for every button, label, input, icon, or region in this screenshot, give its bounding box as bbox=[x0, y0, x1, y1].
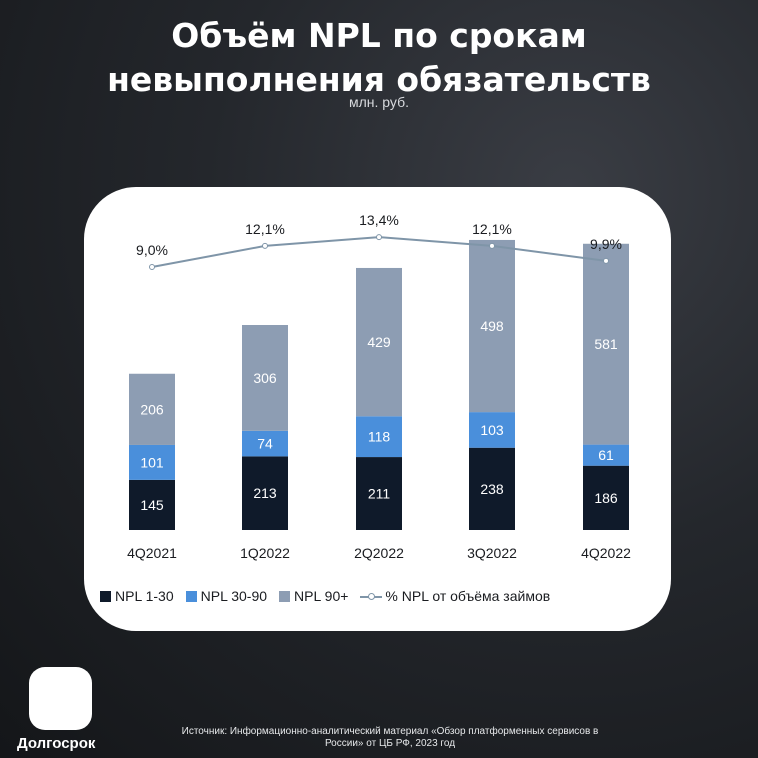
npl-share-point-4q2021 bbox=[149, 264, 155, 270]
x-tick-label-1q2022: 1Q2022 bbox=[240, 545, 290, 561]
source-line-2: России» от ЦБ РФ, 2023 год bbox=[324, 738, 456, 749]
bar-npl-90-3q2022 bbox=[469, 239, 515, 413]
x-tick-label-2q2022: 2Q2022 bbox=[354, 545, 404, 561]
npl-share-label-2q2022: 13,4% bbox=[359, 212, 399, 228]
bar-npl-1-30-1q2022 bbox=[242, 456, 288, 530]
bar-npl-30-90-4q2021 bbox=[129, 444, 175, 480]
x-tick-label-4q2022: 4Q2022 bbox=[581, 545, 631, 561]
bar-npl-1-30-4q2021 bbox=[129, 479, 175, 530]
legend-item-npl-90-plus: NPL 90+ bbox=[279, 588, 348, 604]
title-line-2: невыполнения обязательств bbox=[107, 60, 651, 99]
bar-label-npl-90-1q2022: 306 bbox=[253, 370, 277, 386]
npl-share-label-4q2021: 9,0% bbox=[136, 242, 168, 258]
title-line-1: Объём NPL по срокам bbox=[171, 16, 587, 55]
npl-share-point-4q2022 bbox=[603, 257, 609, 264]
legend-swatch-npl-30-90 bbox=[185, 590, 197, 602]
bar-npl-30-90-4q2022 bbox=[583, 444, 629, 466]
npl-share-label-1q2022: 12,1% bbox=[245, 221, 285, 237]
source-note: Источник: Информационно-аналитический ма… bbox=[150, 726, 630, 750]
bar-label-npl-1-30-4q2021: 145 bbox=[140, 497, 164, 513]
bar-label-npl-30-90-4q2021: 101 bbox=[140, 454, 164, 470]
bar-npl-90-1q2022 bbox=[242, 324, 288, 431]
legend-label-npl-1-30: NPL 1-30 bbox=[115, 588, 174, 604]
npl-share-line bbox=[151, 236, 607, 268]
legend-label-npl-90-plus: NPL 90+ bbox=[294, 588, 349, 604]
chart-title: Объём NPL по срокам невыполнения обязате… bbox=[0, 14, 758, 102]
legend-item-npl-1-30: NPL 1-30 bbox=[100, 588, 174, 604]
bar-npl-90-4q2021 bbox=[129, 373, 175, 445]
npl-share-point-2q2022 bbox=[376, 234, 382, 241]
legend-label-npl-30-90: NPL 30-90 bbox=[200, 588, 268, 604]
logo-text: Долгосрок bbox=[17, 735, 96, 752]
bar-label-npl-1-30-2q2022: 211 bbox=[368, 486, 391, 502]
bar-label-npl-30-90-4q2022: 61 bbox=[598, 447, 614, 463]
npl-share-label-4q2022: 9,9% bbox=[590, 236, 622, 252]
bar-label-npl-90-2q2022: 429 bbox=[367, 334, 391, 350]
bar-npl-90-2q2022 bbox=[356, 267, 402, 417]
bar-label-npl-90-4q2021: 206 bbox=[140, 401, 164, 417]
bar-npl-1-30-4q2022 bbox=[583, 465, 629, 530]
bar-label-npl-1-30-4q2022: 186 bbox=[594, 490, 618, 506]
legend-line-marker bbox=[360, 591, 383, 602]
x-tick-label-3q2022: 3Q2022 bbox=[467, 545, 517, 561]
npl-share-label-3q2022: 12,1% bbox=[472, 221, 512, 237]
npl-share-point-1q2022 bbox=[262, 242, 268, 249]
legend-swatch-npl-90-plus bbox=[279, 590, 291, 602]
bar-npl-30-90-2q2022 bbox=[356, 416, 402, 458]
bar-label-npl-30-90-2q2022: 118 bbox=[368, 429, 391, 445]
bar-npl-30-90-3q2022 bbox=[469, 412, 515, 448]
logo-icon bbox=[29, 667, 92, 730]
source-line-1: Источник: Информационно-аналитический ма… bbox=[181, 726, 599, 737]
legend-item-npl-30-90: NPL 30-90 bbox=[185, 588, 268, 604]
bar-npl-90-4q2022 bbox=[583, 243, 629, 445]
bar-label-npl-90-3q2022: 498 bbox=[480, 318, 504, 334]
chart-subtitle: млн. руб. bbox=[349, 94, 409, 110]
legend-item-npl-share: % NPL от объёма займов bbox=[360, 588, 550, 604]
x-tick-label-4q2021: 4Q2021 bbox=[127, 545, 177, 561]
bar-label-npl-30-90-3q2022: 103 bbox=[480, 422, 504, 438]
bar-label-npl-1-30-3q2022: 238 bbox=[480, 481, 504, 497]
bar-label-npl-1-30-1q2022: 213 bbox=[253, 485, 277, 501]
bar-npl-30-90-1q2022 bbox=[242, 430, 288, 457]
legend-swatch-npl-1-30 bbox=[100, 590, 111, 602]
bar-label-npl-90-4q2022: 581 bbox=[594, 336, 618, 352]
npl-share-point-3q2022 bbox=[489, 242, 495, 249]
bar-npl-1-30-2q2022 bbox=[356, 457, 402, 530]
bar-npl-1-30-3q2022 bbox=[469, 447, 515, 530]
bar-label-npl-30-90-1q2022: 74 bbox=[257, 436, 273, 452]
legend-label-npl-share: % NPL от объёма займов bbox=[385, 588, 551, 604]
chart-legend: NPL 1-30 NPL 30-90 NPL 90+ % NPL от объё… bbox=[100, 586, 670, 606]
